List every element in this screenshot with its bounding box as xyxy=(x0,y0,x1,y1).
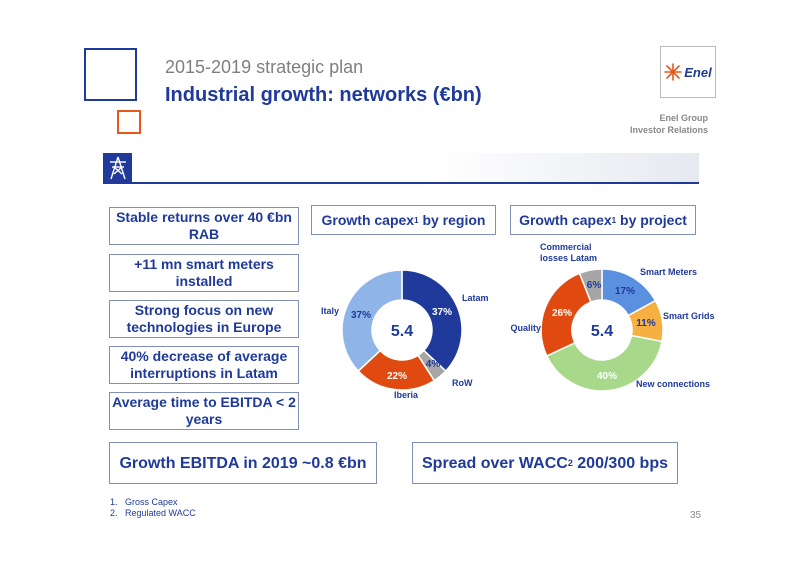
slice-new-connections xyxy=(545,334,663,392)
box-smart-meters: +11 mn smart meters installed xyxy=(109,254,299,292)
category-name-new-connections: New connections xyxy=(636,379,710,389)
box-growth-ebitda: Growth EBITDA in 2019 ~0.8 €bn xyxy=(109,442,377,484)
box-spread-wacc: Spread over WACC 2 200/300 bps xyxy=(412,442,678,484)
page-number: 35 xyxy=(690,510,702,521)
group-info: Enel Group Investor Relations xyxy=(630,112,708,136)
slice-label-row: 4% xyxy=(426,359,441,370)
box-new-technologies: Strong focus on new technologies in Euro… xyxy=(109,300,299,338)
category-name-quality: Quality xyxy=(510,323,541,333)
slice-label-new-connections: 40% xyxy=(597,371,617,382)
header-capex-project: Growth capex 1 by project xyxy=(510,205,696,235)
slice-latam xyxy=(401,269,463,373)
decor-square-orange xyxy=(117,110,141,134)
donut-center-label: 5.4 xyxy=(591,323,613,340)
page-subtitle: 2015-2019 strategic plan xyxy=(165,57,364,77)
donut-project: 5.4 17% Smart Meters 11% Smart Grids 40% New c… xyxy=(510,242,715,392)
slice-label-smart-meters: 17% xyxy=(615,286,635,297)
category-name-iberia: Iberia xyxy=(394,390,419,400)
header-capex-region: Growth capex 1 by region xyxy=(311,205,496,235)
capex-donut-charts: 5.4 37% Latam 4% RoW 22% Iberia 37% Italy 5.4 17%… xyxy=(321,242,715,400)
enel-logo: Enel xyxy=(660,46,716,98)
slice-label-quality: 26% xyxy=(552,308,572,319)
box-time-to-ebitda: Average time to EBITDA < 2 years xyxy=(109,392,299,430)
slice-label-iberia: 22% xyxy=(387,371,407,382)
box-stable-returns: Stable returns over 40 €bn RAB xyxy=(109,207,299,245)
group-line2: Investor Relations xyxy=(629,125,708,135)
donut-region: 5.4 37% Latam 4% RoW 22% Iberia 37% Italy xyxy=(321,269,489,400)
slice-label-smart-grids: 11% xyxy=(636,318,656,329)
slice-italy xyxy=(341,269,403,373)
decor-square-blue xyxy=(84,48,137,101)
slice-label-latam: 37% xyxy=(432,307,452,318)
category-name-row: RoW xyxy=(452,378,473,388)
footnote-1: 1. Gross Capex xyxy=(110,497,178,507)
slice-quality xyxy=(540,272,592,357)
category-name-italy: Italy xyxy=(321,306,339,316)
slice-commercial-losses-latam xyxy=(578,268,603,304)
enel-flower-icon xyxy=(664,63,683,81)
page-title: Industrial growth: networks (€bn) xyxy=(165,84,482,106)
logo-text: Enel xyxy=(684,64,712,80)
box-interruptions: 40% decrease of average interruptions in… xyxy=(109,346,299,384)
category-name-smart-meters: Smart Meters xyxy=(640,267,697,277)
slice-label-commercial-losses-latam: 6% xyxy=(587,280,602,291)
footnote-2: 2. Regulated WACC xyxy=(110,508,196,518)
group-line1: Enel Group xyxy=(659,113,708,123)
donut-center-label: 5.4 xyxy=(391,323,413,340)
power-tower-icon xyxy=(103,153,132,182)
category-name-commercial-losses-latam: Commercial losses Latam xyxy=(540,242,597,263)
slice-label-italy: 37% xyxy=(351,310,371,321)
category-name-smart-grids: Smart Grids xyxy=(663,311,715,321)
category-name-latam: Latam xyxy=(462,293,489,303)
section-band xyxy=(103,153,699,184)
